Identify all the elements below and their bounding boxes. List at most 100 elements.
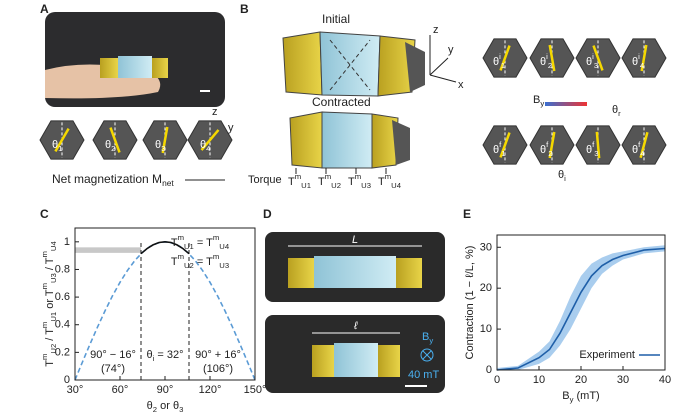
magnet-arrow bbox=[595, 131, 601, 159]
y-axis-label: TmU2 / TmU1 or TmU3 / TmU4 bbox=[40, 241, 58, 367]
magnet-arrow bbox=[161, 126, 169, 154]
label: θi bbox=[558, 169, 566, 183]
magnet-arrow bbox=[639, 131, 649, 159]
x-tick-label: 30° bbox=[67, 384, 84, 396]
axis-arrow bbox=[429, 74, 457, 83]
robot-unit bbox=[396, 258, 422, 288]
annotation: TmU2 = TmU3 bbox=[171, 252, 229, 270]
label: TmU3 bbox=[348, 172, 371, 190]
label: y bbox=[448, 44, 454, 56]
label: θf1 bbox=[493, 140, 506, 158]
x-tick-label: 120° bbox=[199, 384, 222, 396]
annotation: (74°) bbox=[101, 363, 125, 375]
label: D bbox=[263, 207, 272, 221]
field-symbol bbox=[420, 348, 434, 362]
x-tick-label: 0 bbox=[494, 374, 500, 386]
label: ℓ bbox=[353, 320, 358, 332]
label: C bbox=[40, 207, 49, 221]
shaded-band bbox=[75, 247, 141, 253]
x-tick-label: 20 bbox=[575, 374, 587, 386]
confidence-band bbox=[497, 245, 665, 370]
label: By bbox=[533, 94, 544, 108]
robot-unit bbox=[334, 343, 378, 377]
label: TmU2 bbox=[318, 172, 341, 190]
y-tick-label: 1 bbox=[64, 236, 70, 248]
label: θi2 bbox=[540, 52, 552, 70]
label: θi3 bbox=[586, 52, 598, 70]
field-arrow bbox=[545, 102, 587, 106]
y-tick-label: 30 bbox=[480, 241, 492, 253]
scale-bar bbox=[405, 385, 427, 387]
robot-unit bbox=[118, 56, 152, 78]
label: θ1 bbox=[52, 139, 62, 153]
label: θ2 bbox=[105, 139, 115, 153]
robot-unit bbox=[312, 345, 334, 377]
magnet-arrow bbox=[548, 131, 556, 159]
label: θf3 bbox=[586, 140, 599, 158]
label: θ4 bbox=[200, 139, 211, 153]
y-axis-label: Contraction (1 − ℓ/L, %) bbox=[464, 246, 476, 360]
axis-arrow bbox=[429, 57, 449, 76]
label: A bbox=[40, 2, 49, 16]
label: θ3 bbox=[155, 139, 165, 153]
robot-unit bbox=[152, 58, 168, 78]
robot-contracted bbox=[289, 111, 410, 169]
x-tick-label: 10 bbox=[533, 374, 545, 386]
line bbox=[496, 247, 666, 371]
label: TmU1 bbox=[288, 172, 311, 190]
x-tick-label: 150° bbox=[244, 384, 267, 396]
magnet-arrow bbox=[640, 44, 648, 72]
label: z bbox=[212, 106, 218, 118]
label: θr bbox=[612, 104, 621, 118]
x-tick-label: 30 bbox=[617, 374, 629, 386]
label: TmU4 bbox=[378, 172, 402, 190]
y-tick-label: 0.8 bbox=[55, 263, 70, 275]
label: z bbox=[433, 24, 439, 36]
x-axis-label: θ2 or θ3 bbox=[147, 400, 184, 414]
label: Initial bbox=[322, 12, 350, 26]
label: θf4 bbox=[632, 140, 645, 158]
field-symbol bbox=[422, 350, 432, 360]
magnet-arrow bbox=[54, 127, 70, 153]
x-tick-label: 90° bbox=[157, 384, 174, 396]
label: Contracted bbox=[312, 95, 371, 109]
annotation: 90° − 16° bbox=[90, 349, 136, 361]
label: 40 mT bbox=[408, 369, 439, 381]
magnet-arrow bbox=[548, 44, 556, 72]
magnet-arrow bbox=[499, 45, 511, 71]
magnet-arrow bbox=[109, 127, 121, 153]
y-tick-label: 10 bbox=[480, 323, 492, 335]
annotation: 90° + 16° bbox=[195, 349, 241, 361]
magnet-arrow bbox=[592, 45, 604, 71]
robot-unit bbox=[314, 256, 396, 288]
robot-unit bbox=[100, 58, 118, 78]
y-tick-label: 0.6 bbox=[55, 291, 70, 303]
legend-label: Experiment bbox=[579, 349, 635, 361]
y-tick-label: 0 bbox=[486, 364, 492, 376]
label: θi4 bbox=[632, 52, 645, 70]
magnet-arrow bbox=[200, 129, 220, 151]
y-tick-label: 0 bbox=[64, 374, 70, 386]
label: Torque bbox=[248, 174, 282, 186]
label: E bbox=[463, 207, 471, 221]
x-axis-label: By (mT) bbox=[562, 390, 599, 404]
label: y bbox=[228, 122, 234, 134]
y-tick-label: 0.4 bbox=[55, 319, 70, 331]
line bbox=[140, 240, 190, 255]
magnet-arrow bbox=[499, 132, 511, 158]
label: θf2 bbox=[540, 140, 553, 158]
x-tick-label: 40 bbox=[659, 374, 671, 386]
annotation: TmU1 = TmU4 bbox=[171, 233, 230, 251]
scale-bar bbox=[200, 90, 210, 92]
y-tick-label: 0.2 bbox=[55, 346, 70, 358]
annotation: (106°) bbox=[203, 363, 233, 375]
robot-unit bbox=[288, 258, 314, 288]
label: By bbox=[422, 331, 433, 345]
label: x bbox=[458, 79, 464, 91]
label: θi1 bbox=[493, 52, 505, 70]
annotation: θi = 32° bbox=[146, 349, 183, 363]
x-tick-label: 60° bbox=[112, 384, 129, 396]
robot-unit bbox=[378, 345, 400, 377]
